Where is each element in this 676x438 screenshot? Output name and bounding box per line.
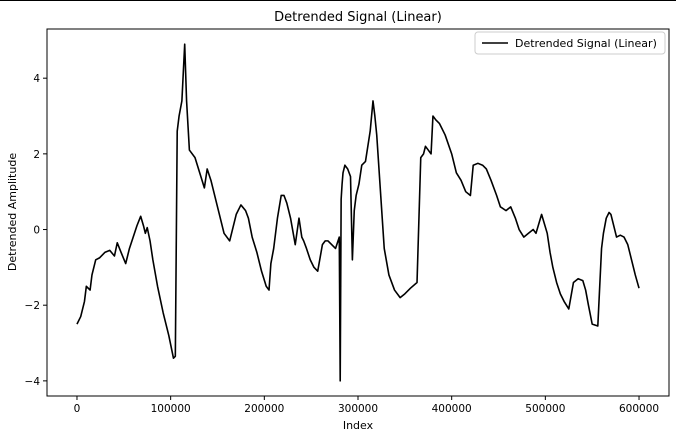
plot-area [46,28,670,397]
y-tick-label: 2 [33,149,40,161]
x-axis-label: Index [343,419,374,432]
x-tick-label: 300000 [338,403,378,415]
y-tick-label: −4 [25,376,41,388]
detrended-signal-line [76,43,640,382]
legend-label: Detrended Signal (Linear) [515,37,657,50]
y-tick-label: 4 [33,73,40,85]
y-axis-ticks: −4 −2 0 2 4 [25,73,47,388]
chart-title: Detrended Signal (Linear) [274,10,442,25]
x-tick-label: 400000 [432,403,472,415]
y-tick-label: 0 [33,225,40,237]
y-tick-label: −2 [25,300,40,312]
legend: Detrended Signal (Linear) [474,31,666,55]
x-tick-label: 100000 [151,403,191,415]
x-tick-label: 0 [74,403,81,415]
x-tick-label: 500000 [525,403,565,415]
x-tick-label: 200000 [244,403,284,415]
top-border-line [0,0,676,1]
legend-box [474,31,666,55]
x-tick-label: 600000 [619,403,659,415]
y-axis-label: Detrended Amplitude [6,153,19,271]
x-axis-ticks: 0 100000 200000 300000 400000 500000 600000 [74,396,659,415]
